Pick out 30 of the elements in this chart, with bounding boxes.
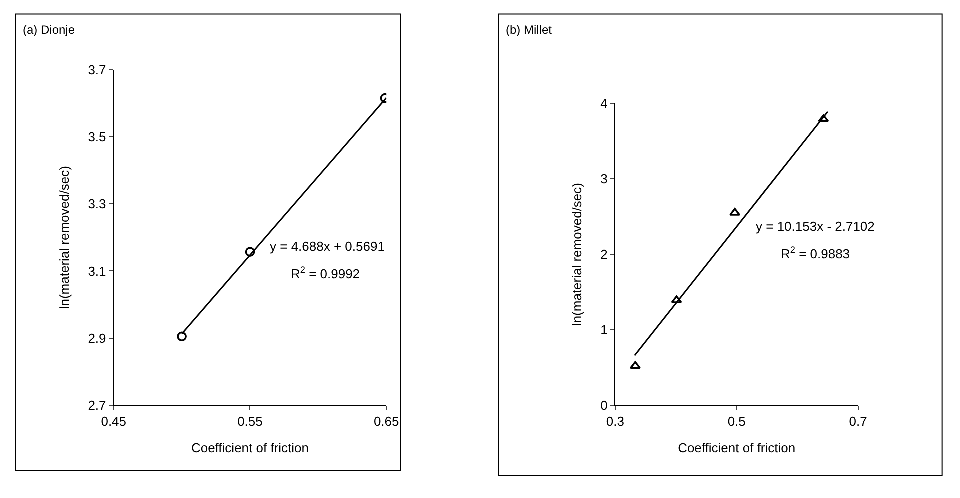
annotation: y = 10.153x - 2.7102 bbox=[756, 219, 875, 234]
x-tick-label: 0.3 bbox=[606, 414, 624, 430]
y-tick-label: 1 bbox=[600, 322, 608, 338]
annotation: R$^{2}$ = 0.9992 bbox=[291, 265, 360, 282]
chart-title: (a) Dionje bbox=[23, 23, 76, 37]
y-tick-label: 2 bbox=[600, 247, 608, 262]
x-tick-label: 0.5 bbox=[728, 414, 746, 430]
x-axis-title: Coefficient of friction bbox=[191, 440, 310, 456]
point bbox=[177, 332, 187, 342]
chart-title: (b) Millet bbox=[506, 23, 553, 37]
x-axis-title: Coefficient of friction bbox=[678, 440, 796, 456]
y-tick-label: 2.7 bbox=[88, 398, 106, 414]
y-tick-label: 3.1 bbox=[88, 264, 106, 279]
y-tick-label: 0 bbox=[600, 398, 608, 414]
y-tick-label: 2.9 bbox=[88, 330, 106, 346]
x-tick-label: 0.55 bbox=[238, 414, 263, 430]
y-axis-title: ln(material removed/sec) bbox=[57, 166, 72, 310]
x-tick-label: 0.45 bbox=[101, 414, 127, 430]
x-tick-label: 0.65 bbox=[374, 414, 400, 430]
y-tick-label: 3.3 bbox=[88, 196, 106, 212]
annotation: R$^{2}$ = 0.9883 bbox=[781, 245, 850, 262]
point bbox=[245, 247, 256, 257]
point bbox=[630, 361, 641, 370]
y-tick-label: 4 bbox=[600, 96, 608, 112]
x-tick-label: 0.7 bbox=[849, 414, 868, 430]
y-tick-label: 3.7 bbox=[88, 62, 106, 78]
y-tick-label: 3.5 bbox=[88, 129, 106, 144]
y-axis-title: ln(material removed/sec) bbox=[570, 183, 585, 326]
annotation: y = 4.688x + 0.5691 bbox=[270, 239, 385, 254]
y-tick-label: 3 bbox=[600, 172, 608, 187]
